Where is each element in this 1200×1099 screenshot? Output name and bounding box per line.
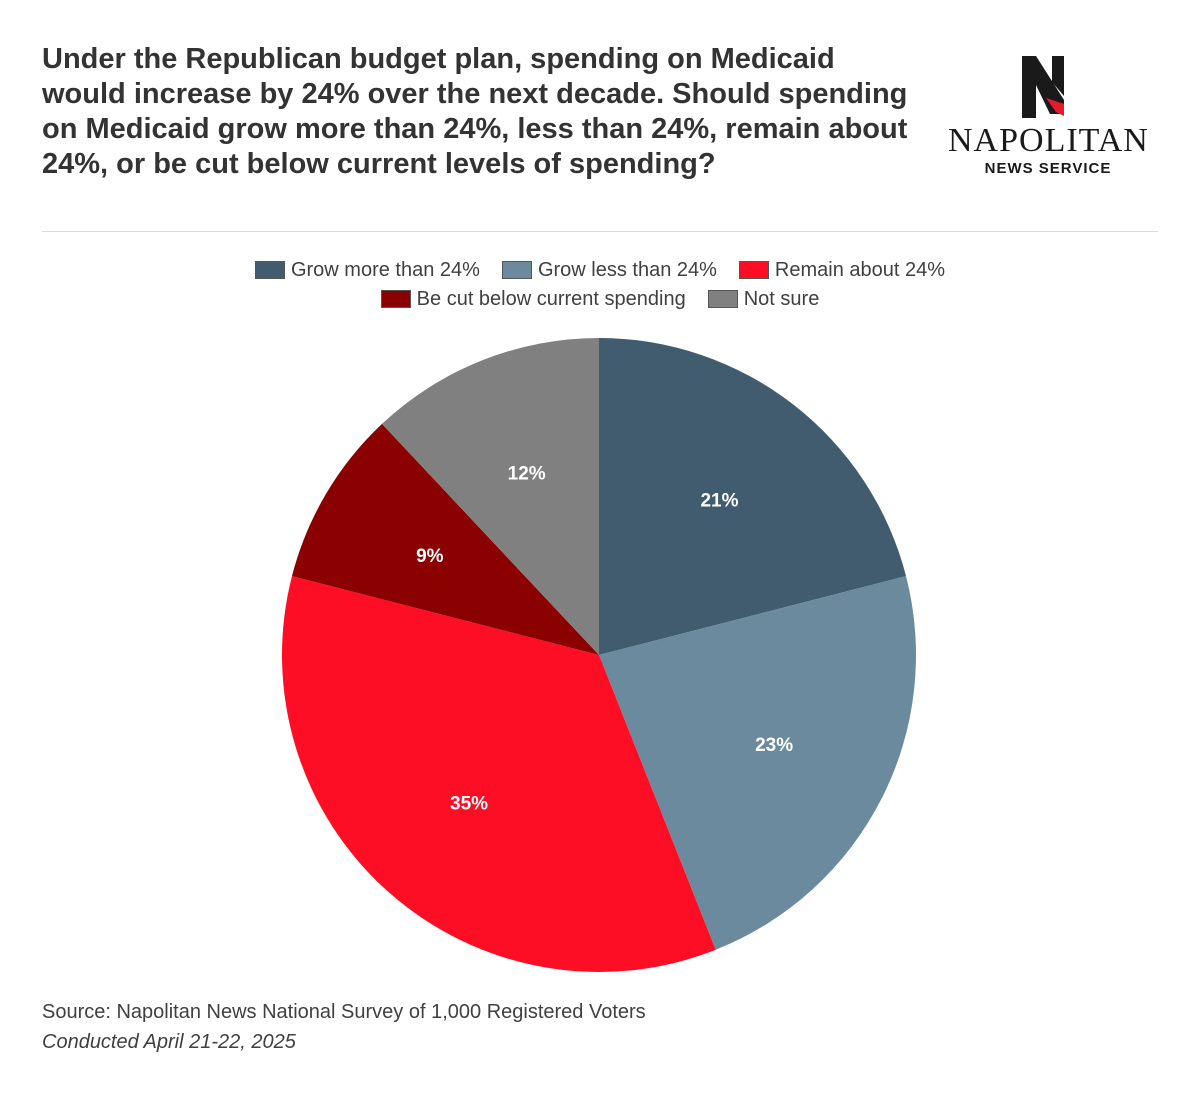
legend-label: Remain about 24%: [774, 258, 946, 281]
logo-wordmark: NAPOLITAN: [948, 122, 1149, 159]
slice-data-label: 23%: [755, 735, 793, 756]
pie-slice-not-sure: [381, 338, 599, 655]
chart-legend: Grow more than 24% Grow less than 24% Re…: [100, 256, 1100, 314]
legend-swatch: [380, 290, 411, 308]
legend-label: Not sure: [743, 287, 820, 310]
slice-data-label: 9%: [416, 546, 444, 567]
legend-swatch: [254, 261, 285, 279]
survey-dates: Conducted April 21-22, 2025: [42, 1031, 296, 1053]
legend-swatch: [738, 261, 769, 279]
slice-data-label: 12%: [508, 463, 546, 484]
napolitan-n-icon: [1022, 56, 1064, 118]
legend-item-be-cut: Be cut below current spending: [380, 287, 686, 311]
pie-slice-be-cut-below-current-spending: [291, 423, 599, 655]
legend-item-grow-less: Grow less than 24%: [501, 258, 717, 282]
source-note: Source: Napolitan News National Survey o…: [42, 1001, 646, 1023]
pie-slice-grow-less-than-24: [599, 576, 917, 950]
logo-subtitle: NEWS SERVICE: [984, 160, 1112, 177]
legend-item-remain-about: Remain about 24%: [738, 258, 946, 282]
chart-title: Under the Republican budget plan, spendi…: [42, 43, 908, 180]
legend-item-not-sure: Not sure: [707, 287, 820, 311]
legend-label: Be cut below current spending: [416, 287, 686, 310]
legend-swatch: [501, 261, 532, 279]
slice-data-label: 35%: [450, 793, 488, 814]
pie-slice-grow-more-than-24: [599, 338, 907, 655]
legend-row-1: Grow more than 24% Grow less than 24% Re…: [100, 256, 1100, 284]
legend-row-2: Be cut below current spending Not sure: [100, 285, 1100, 313]
napolitan-logo: NAPOLITAN NEWS SERVICE: [948, 52, 1148, 182]
pie-slice-remain-about-24: [281, 576, 716, 972]
title-divider: [42, 231, 1158, 232]
legend-label: Grow more than 24%: [290, 258, 480, 281]
legend-label: Grow less than 24%: [537, 258, 717, 281]
slice-data-label: 21%: [700, 491, 738, 512]
legend-swatch: [707, 290, 738, 308]
legend-item-grow-more: Grow more than 24%: [254, 258, 480, 282]
